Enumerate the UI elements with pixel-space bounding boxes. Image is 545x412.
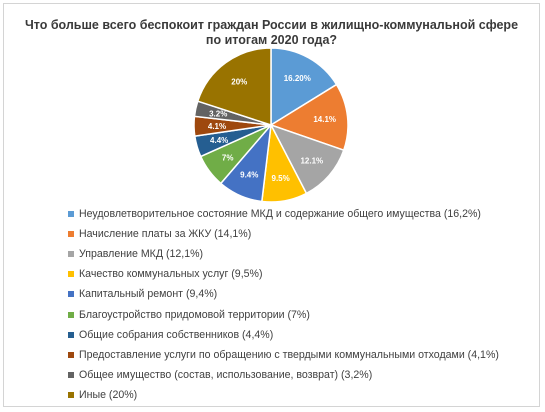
- pie-slice: [196, 47, 272, 127]
- legend-swatch: [68, 391, 74, 398]
- legend-swatch: [68, 351, 74, 358]
- legend-swatch: [68, 371, 74, 378]
- legend-label: Капитальный ремонт (9,4%): [79, 288, 218, 301]
- legend-label: Предоставление услуги по обращению с тве…: [79, 348, 499, 361]
- legend-item: Управление МКД (12,1%): [68, 244, 536, 264]
- legend-label: Общее имущество (состав, использование, …: [79, 368, 373, 381]
- pie-data-label: 9.5%: [272, 174, 290, 183]
- pie-slice: [269, 123, 345, 195]
- legend-item: Начисление платы за ЖКУ (14,1%): [68, 224, 536, 244]
- legend-swatch: [68, 291, 74, 298]
- pie-data-label: 16.20%: [284, 74, 311, 83]
- legend-label: Неудовлетворительное состояние МКД и сод…: [79, 208, 481, 221]
- legend-label: Управление МКД (12,1%): [79, 248, 204, 261]
- legend-item: Иные (20%): [68, 385, 536, 405]
- pie-slice: [269, 83, 349, 152]
- pie-data-label: 4.1%: [208, 122, 226, 131]
- legend-swatch: [68, 271, 74, 278]
- legend-swatch: [68, 331, 74, 338]
- legend-label: Общие собрания собственников (4,4%): [79, 328, 274, 341]
- legend-swatch: [68, 251, 74, 258]
- legend-label: Благоустройство придомовой территории (7…: [79, 308, 310, 321]
- legend-item: Капитальный ремонт (9,4%): [68, 284, 536, 304]
- legend-swatch: [68, 231, 74, 238]
- legend-label: Начисление платы за ЖКУ (14,1%): [79, 228, 252, 241]
- legend-swatch: [68, 311, 74, 318]
- legend-swatch: [68, 211, 74, 218]
- pie-data-label: 4.4%: [210, 136, 228, 145]
- chart-title: Что больше всего беспокоит граждан Росси…: [4, 18, 539, 48]
- legend-item: Общие собрания собственников (4,4%): [68, 325, 536, 345]
- pie-data-label: 20%: [231, 77, 247, 86]
- chart-title-line-1: Что больше всего беспокоит граждан Росси…: [24, 18, 519, 32]
- pie-data-label: 3.2%: [209, 110, 227, 119]
- pie-slice: [270, 47, 338, 127]
- legend-item: Предоставление услуги по обращению с тве…: [68, 345, 536, 365]
- legend-item: Неудовлетворительное состояние МКД и сод…: [68, 204, 536, 224]
- pie-chart: 16.20% 14.1% 12.1% 9.5% 9.4% 7% 4.4% 4.1% 3.2% 20…: [193, 47, 349, 203]
- legend-item: Качество коммунальных услуг (9,5%): [68, 264, 536, 284]
- legend-item: Благоустройство придомовой территории (7…: [68, 304, 536, 324]
- pie-data-label: 14.1%: [313, 115, 336, 124]
- pie-data-label: 9.4%: [240, 170, 258, 179]
- legend-label: Иные (20%): [79, 388, 138, 401]
- legend-item: Общее имущество (состав, использование, …: [68, 365, 536, 385]
- legend-label: Качество коммунальных услуг (9,5%): [79, 268, 263, 281]
- chart-title-line-2: по итогам 2020 года?: [205, 33, 338, 47]
- chart-legend: Неудовлетворительное состояние МКД и сод…: [68, 204, 536, 405]
- pie-data-label: 7%: [222, 153, 234, 162]
- pie-data-label: 12.1%: [300, 156, 323, 165]
